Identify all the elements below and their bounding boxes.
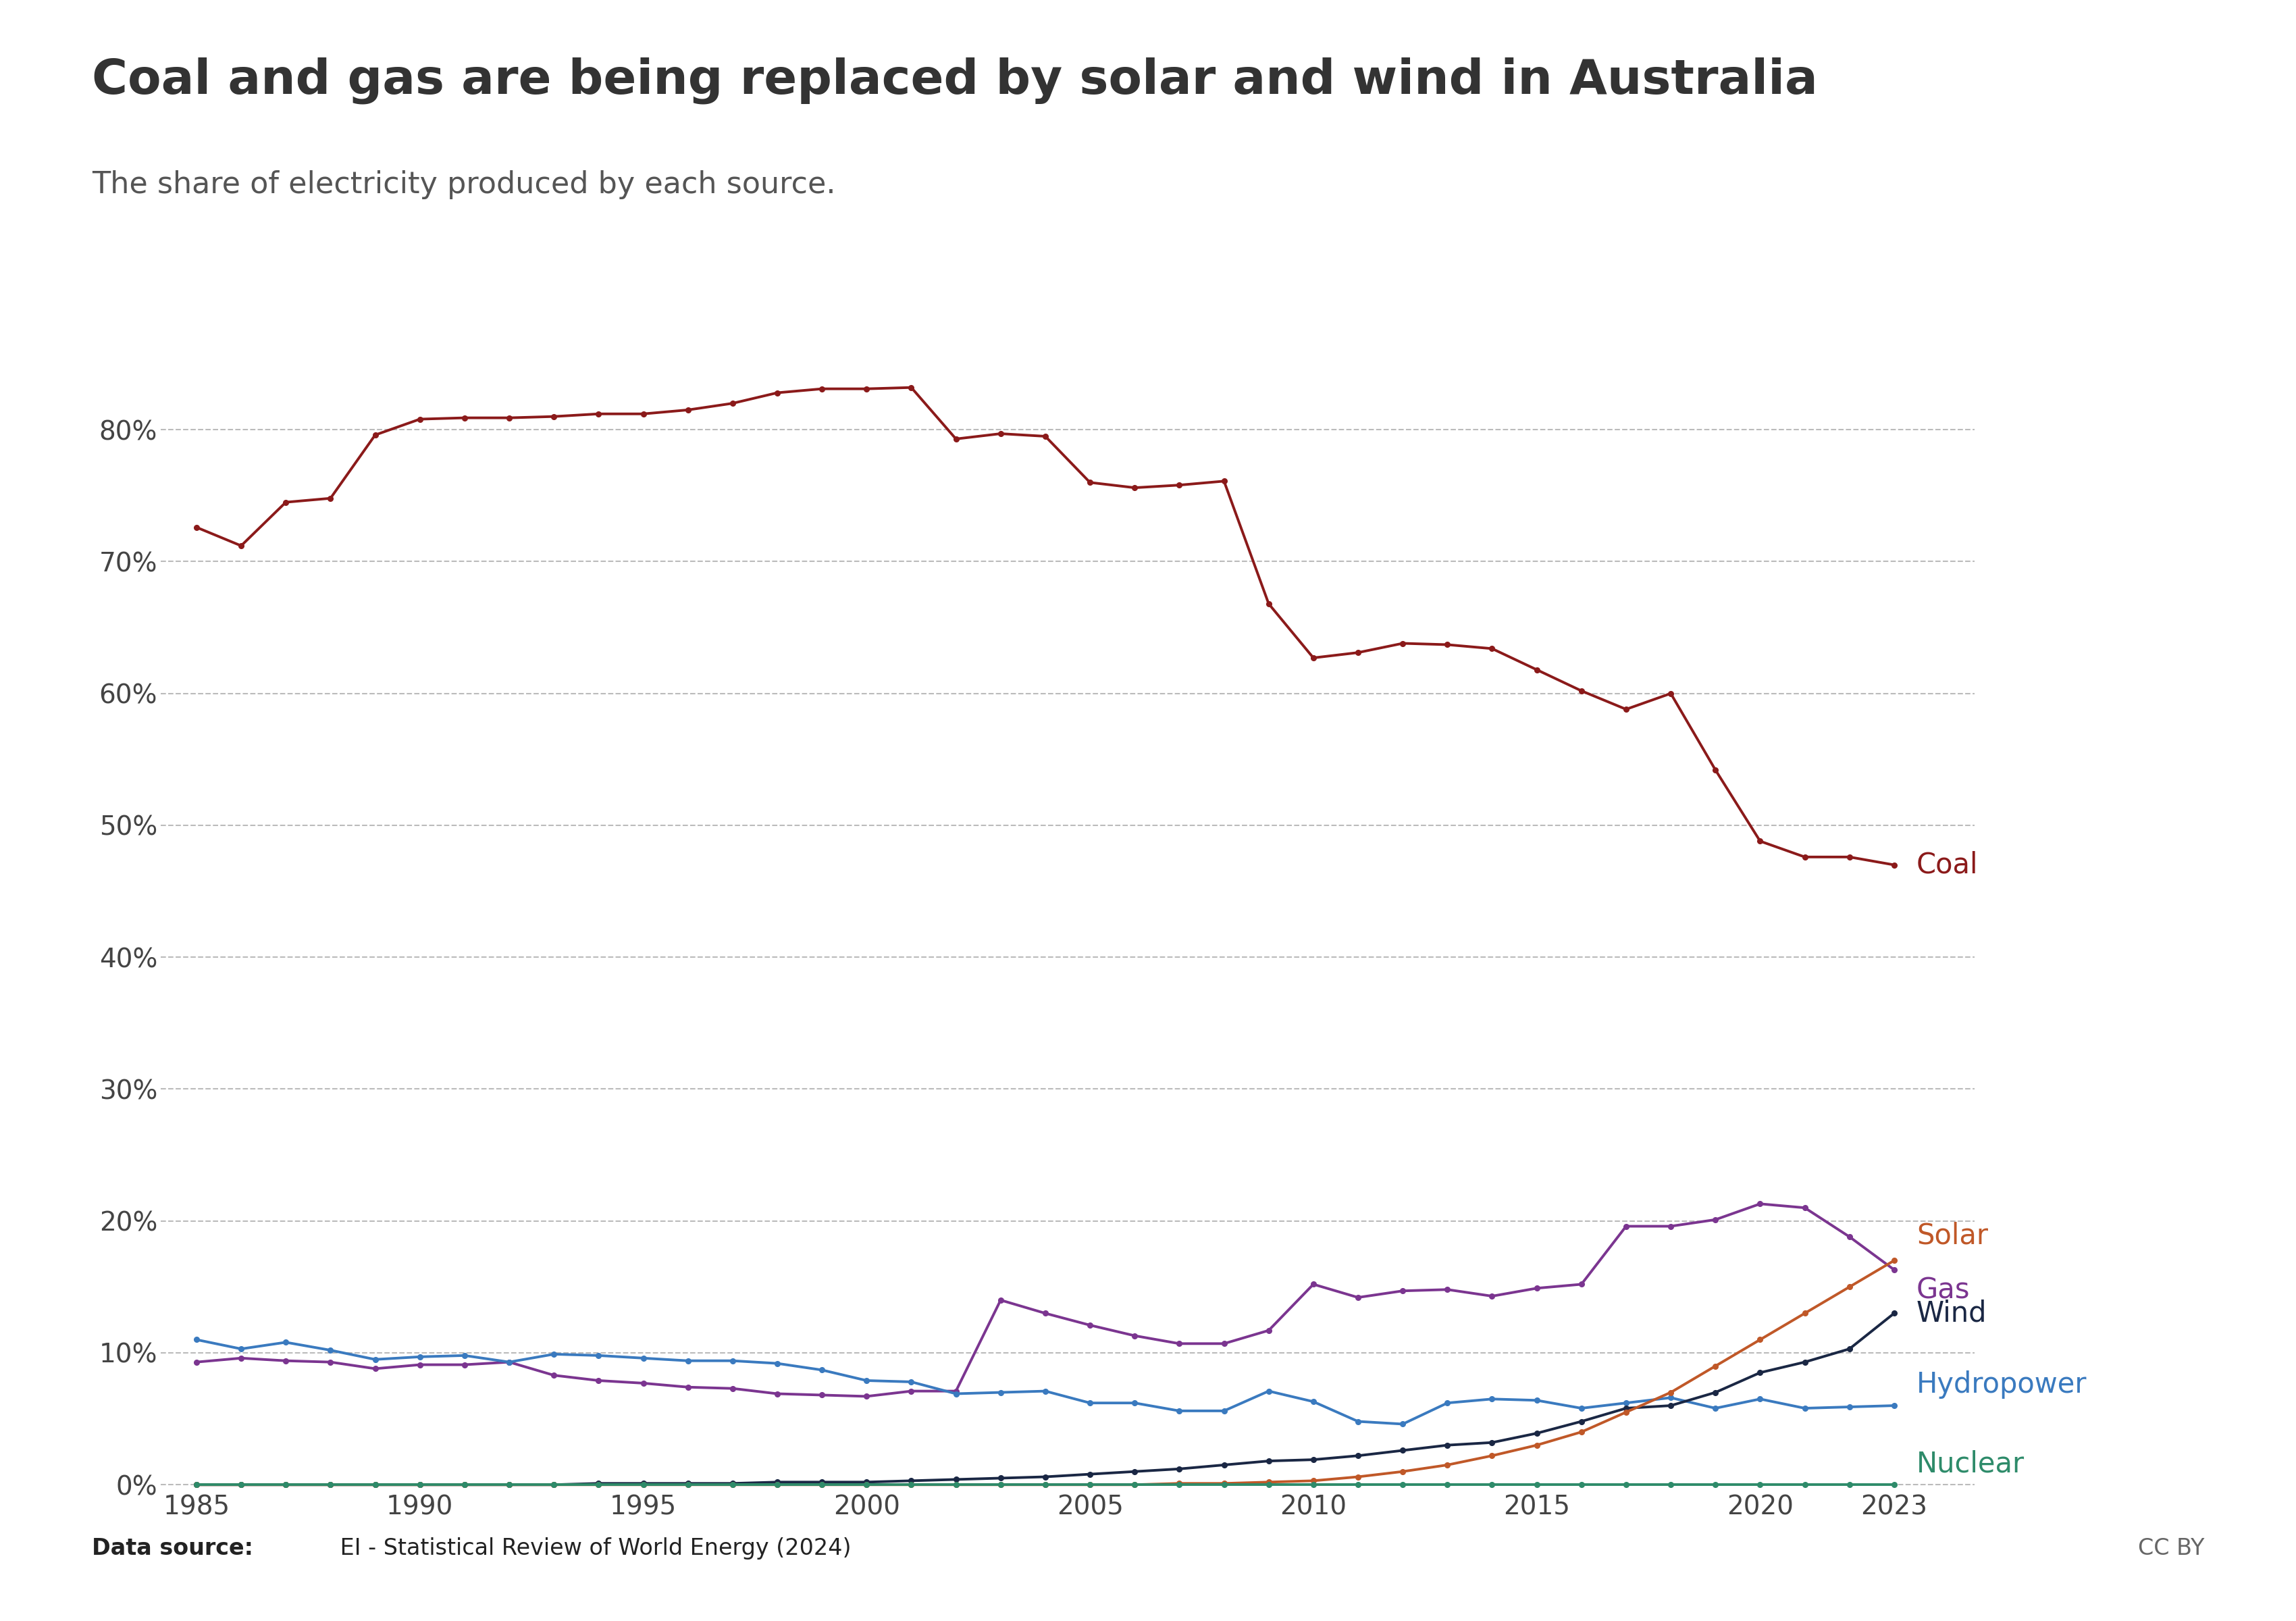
Text: Data source:: Data source:: [92, 1537, 253, 1559]
Text: EI - Statistical Review of World Energy (2024): EI - Statistical Review of World Energy …: [333, 1537, 852, 1559]
Text: Solar: Solar: [1917, 1222, 1988, 1250]
Text: CC BY: CC BY: [2138, 1537, 2204, 1559]
Text: Hydropower: Hydropower: [1917, 1371, 2087, 1399]
Text: Our World
in Data: Our World in Data: [2002, 66, 2142, 120]
Text: Coal and gas are being replaced by solar and wind in Australia: Coal and gas are being replaced by solar…: [92, 57, 1818, 104]
Text: Nuclear: Nuclear: [1917, 1449, 2025, 1478]
Text: Coal: Coal: [1917, 851, 1979, 879]
Text: Gas: Gas: [1917, 1276, 1970, 1305]
Text: Wind: Wind: [1917, 1298, 1986, 1328]
Text: The share of electricity produced by each source.: The share of electricity produced by eac…: [92, 170, 836, 199]
